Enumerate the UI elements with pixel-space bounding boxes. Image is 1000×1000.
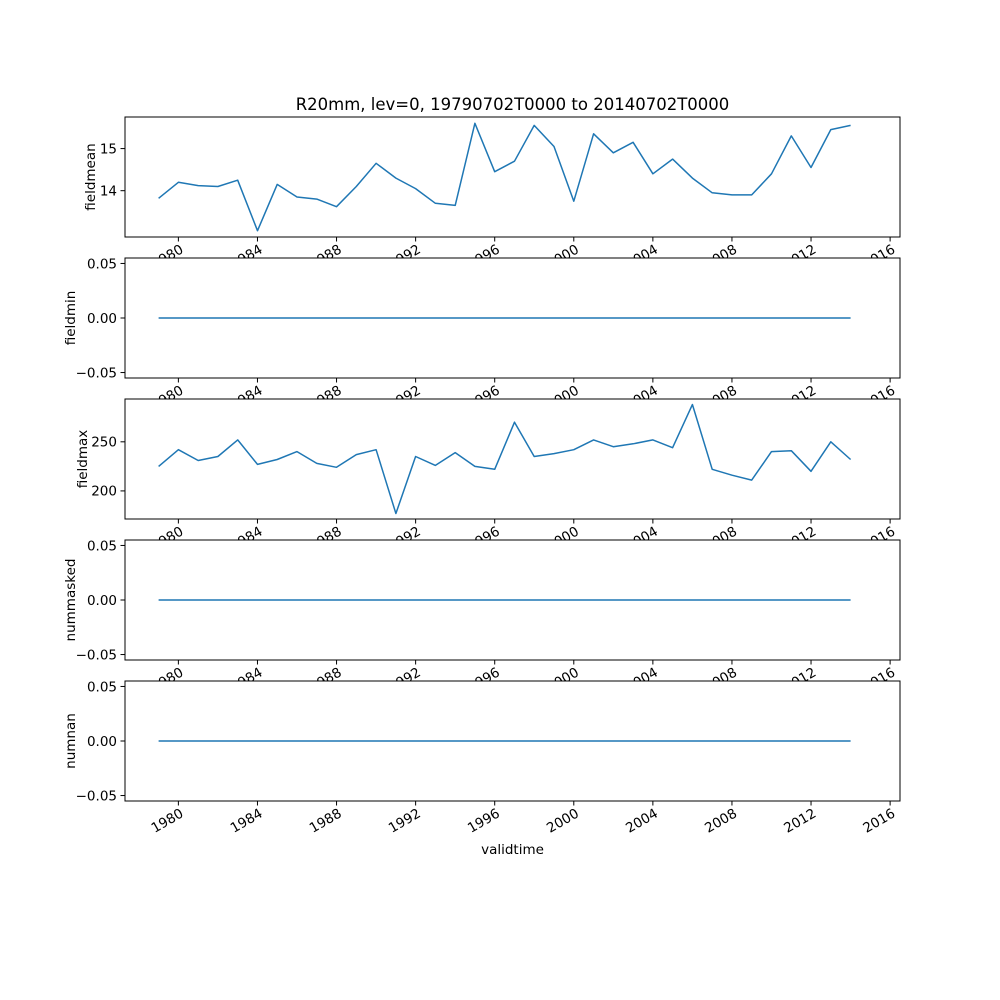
ylabel-fieldmin: fieldmin — [63, 290, 79, 346]
ylabel-fieldmax: fieldmax — [75, 429, 91, 489]
ytick-label-nummasked: 0.05 — [87, 538, 117, 554]
ytick-label-numnan: 0.05 — [87, 679, 117, 695]
ytick-label-fieldmean: 15 — [100, 141, 117, 157]
ytick-label-nummasked: 0.00 — [87, 593, 117, 609]
data-line-fieldmean — [158, 122, 851, 232]
xtick-label: 1992 — [386, 806, 424, 837]
xtick-label: 1980 — [149, 806, 187, 837]
xtick-label: 2004 — [623, 806, 661, 837]
ylabel-numnan: numnan — [63, 713, 79, 769]
xtick-label: 2008 — [702, 806, 740, 837]
ytick-label-fieldmin: 0.00 — [87, 311, 117, 327]
ytick-label-numnan: 0.00 — [87, 734, 117, 750]
xtick-label: 2000 — [544, 806, 582, 837]
data-line-fieldmax — [158, 403, 852, 515]
ylabel-nummasked: nummasked — [63, 558, 79, 642]
xlabel-validtime: validtime — [481, 842, 544, 858]
ylabel-fieldmean: fieldmean — [83, 143, 99, 211]
ytick-label-numnan: −0.05 — [76, 788, 117, 804]
xtick-label: 1988 — [307, 806, 345, 837]
ytick-label-fieldmin: −0.05 — [76, 365, 117, 381]
subplot-numnan: −0.05 0.00 0.05 1980 1984 1988 1992 1996 2000 200… — [76, 679, 901, 837]
chart-title: R20mm, lev=0, 19790702T0000 to 20140702T… — [295, 95, 730, 114]
xtick-label: 1996 — [465, 806, 503, 837]
xtick-label: 1984 — [228, 806, 266, 837]
ytick-label-fieldmin: 0.05 — [87, 256, 117, 272]
xtick-label: 2012 — [781, 806, 819, 837]
ytick-label-fieldmax: 200 — [91, 484, 117, 500]
ytick-label-fieldmean: 14 — [100, 183, 117, 199]
xtick-label: 2016 — [860, 806, 898, 837]
ytick-label-fieldmax: 250 — [91, 435, 117, 451]
ytick-label-nummasked: −0.05 — [76, 647, 117, 663]
